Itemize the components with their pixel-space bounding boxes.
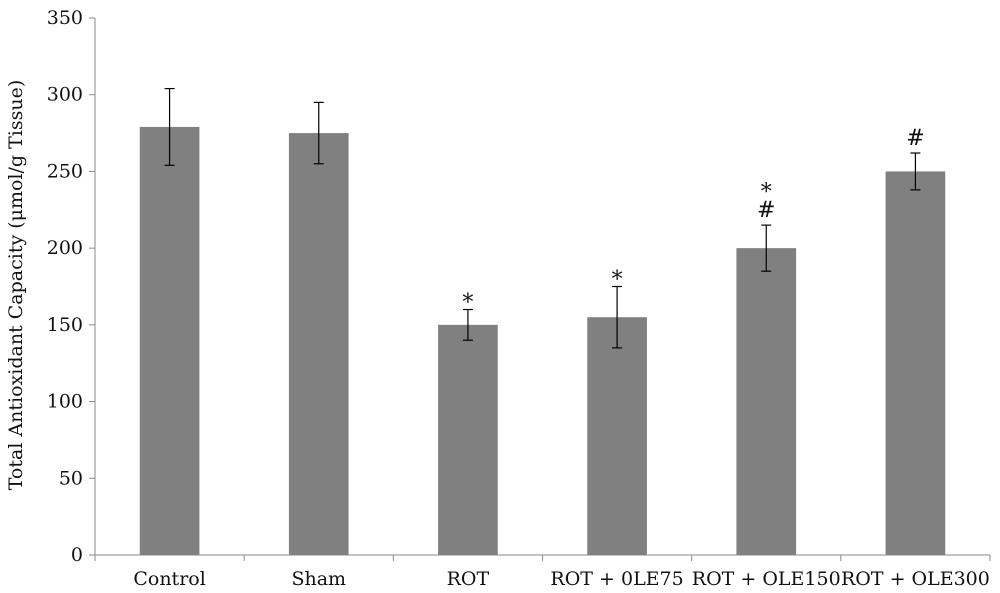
- bar: [139, 126, 200, 555]
- bar: [885, 171, 946, 555]
- chart-marks: 0 50 100 150 200 250 300 350 Control Sham ROT * ROT …: [47, 7, 991, 590]
- significance-marker: #: [906, 126, 924, 151]
- category-label: ROT + OLE300: [841, 568, 990, 590]
- significance-marker: *: [761, 180, 772, 205]
- y-tick-label: 300: [47, 84, 83, 106]
- category-label: Sham: [291, 568, 346, 590]
- y-tick-label: 100: [47, 391, 83, 413]
- category-label: ROT + OLE150: [692, 568, 841, 590]
- y-tick-label: 200: [47, 237, 83, 259]
- significance-marker: *: [462, 291, 473, 316]
- bar: [288, 133, 349, 556]
- bar: [736, 248, 797, 555]
- category-label: ROT + 0LE75: [550, 568, 683, 590]
- y-tick-label: 350: [47, 7, 83, 29]
- significance-marker: #: [757, 198, 775, 223]
- category-label: Control: [133, 568, 205, 590]
- y-axis-label: Total Antioxidant Capacity (μmol/g Tissu…: [5, 80, 27, 491]
- bar: [438, 324, 498, 555]
- y-tick-label: 0: [71, 544, 83, 566]
- bar: [587, 317, 647, 555]
- category-label: ROT: [447, 568, 490, 590]
- significance-marker: *: [612, 268, 623, 293]
- y-tick-label: 250: [47, 160, 83, 182]
- y-tick-label: 50: [59, 467, 83, 489]
- y-tick-label: 150: [47, 314, 83, 336]
